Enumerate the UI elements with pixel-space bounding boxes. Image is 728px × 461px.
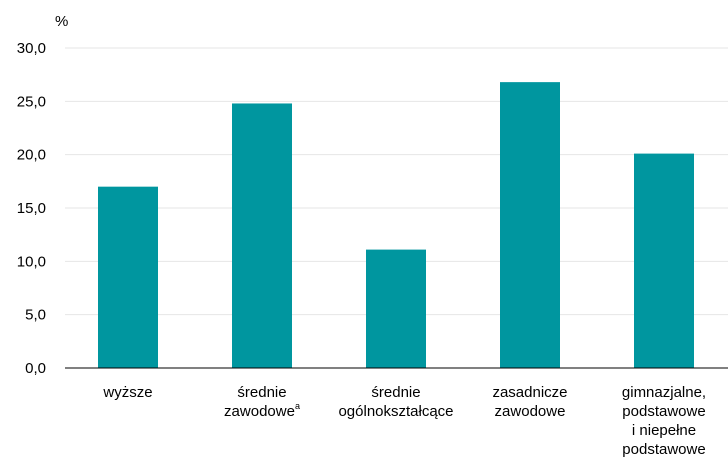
bar xyxy=(98,186,158,368)
bar xyxy=(500,82,560,368)
y-tick-label: 10,0 xyxy=(17,253,46,270)
y-tick-label: 0,0 xyxy=(25,360,46,377)
bar xyxy=(366,249,426,368)
y-tick-label: 30,0 xyxy=(17,40,46,57)
y-unit-label: % xyxy=(55,13,68,30)
x-category-labels: wyższe średnie zawodowea średnie ogólnokszta… xyxy=(102,384,706,458)
bar xyxy=(634,153,694,368)
footnote-marker: a xyxy=(295,401,300,411)
x-category-label: średnie zawodowea xyxy=(224,384,300,420)
y-tick-labels: 0,0 5,0 10,0 15,0 20,0 25,0 30,0 xyxy=(17,40,46,377)
y-tick-label: 15,0 xyxy=(17,200,46,217)
x-category-label: wyższe xyxy=(102,384,152,401)
y-tick-label: 5,0 xyxy=(25,307,46,324)
y-tick-label: 25,0 xyxy=(17,93,46,110)
bars xyxy=(98,82,694,368)
x-category-label: średnie ogólnokształcące xyxy=(338,384,453,420)
grid-layer xyxy=(65,47,728,316)
y-tick-label: 20,0 xyxy=(17,147,46,164)
x-category-label: zasadnicze zawodowe xyxy=(492,384,567,420)
x-category-label: gimnazjalne, podstawowe i niepełne podstawo… xyxy=(622,384,706,458)
bar xyxy=(232,103,292,368)
